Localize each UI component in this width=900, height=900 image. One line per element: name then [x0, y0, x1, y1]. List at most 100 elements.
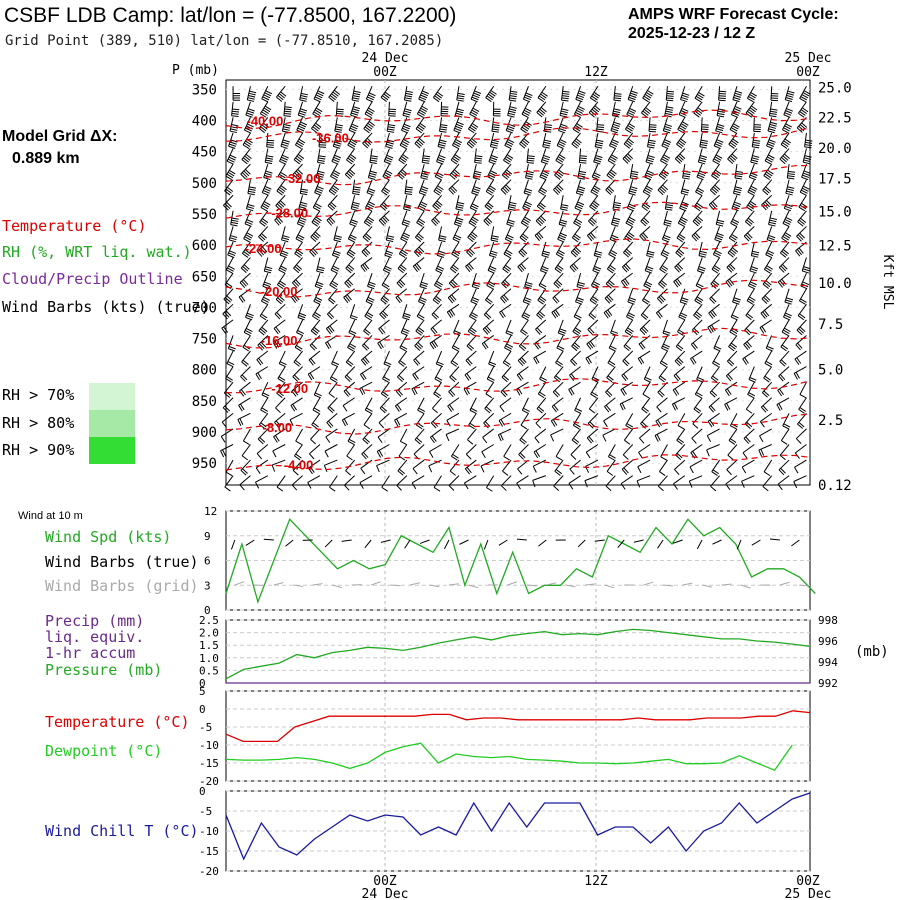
- wind-barb: [751, 132, 761, 149]
- barb-staff: [707, 319, 720, 328]
- wind-barb: [747, 381, 756, 399]
- barb-flag: [760, 312, 766, 319]
- barb-staff: [324, 444, 338, 452]
- barb-flag: [263, 94, 271, 99]
- barb-flag: [400, 345, 408, 350]
- barb-flag: [799, 232, 805, 239]
- barb-flag: [748, 285, 755, 290]
- barb-flag: [334, 130, 342, 133]
- wind-barb: [518, 335, 529, 351]
- wind-barb: [433, 381, 442, 399]
- wind-barb: [464, 366, 477, 381]
- barb-flag: [579, 170, 587, 174]
- barb-flag: [362, 264, 368, 271]
- barb-flag: [716, 232, 724, 237]
- barb-flag: [535, 328, 541, 335]
- wind-barb: [551, 303, 564, 319]
- barb-flag: [798, 408, 805, 414]
- wind-barb: [707, 412, 720, 428]
- barb-staff: [695, 179, 703, 193]
- barb-staff: [261, 381, 269, 396]
- barb-flag: [500, 310, 506, 318]
- barb-flag: [752, 144, 760, 147]
- wind-barb: [726, 257, 738, 273]
- wind-barb: [474, 148, 483, 164]
- wind-barb-true: [443, 539, 450, 550]
- barb-flag: [384, 161, 391, 165]
- barb-flag: [585, 451, 591, 459]
- barb-flag: [294, 266, 301, 272]
- bottom-tick-12z: 12Z: [584, 874, 608, 889]
- barb-flag: [362, 345, 368, 351]
- wind-barb: [552, 288, 564, 304]
- barb-flag: [673, 402, 678, 410]
- wind-barb: [586, 335, 599, 350]
- wind-barb: [220, 428, 234, 443]
- barb-flag: [794, 358, 800, 366]
- pressure-axis-label: P (mb): [172, 63, 219, 78]
- barb-staff: [484, 397, 495, 409]
- wind-barb: [611, 101, 621, 118]
- wind-barb: [446, 412, 460, 427]
- barb-flag: [763, 377, 770, 383]
- wind-barb: [620, 381, 633, 396]
- barb-flag: [417, 126, 424, 132]
- barb-flag: [733, 108, 741, 112]
- barb-staff: [402, 101, 408, 116]
- barb-staff: [593, 241, 599, 256]
- wind-barb: [386, 117, 396, 133]
- barb-flag: [451, 294, 457, 301]
- barb-flag: [715, 169, 722, 175]
- height-tick-label: 15.0: [818, 204, 852, 220]
- wind-barb: [749, 257, 759, 274]
- wind-barb: [763, 366, 773, 383]
- barb-flag: [747, 298, 755, 303]
- barb-flag: [231, 110, 240, 113]
- isotherm-line: [226, 377, 811, 394]
- barb-staff: [432, 397, 442, 409]
- wind-barb-true: [516, 538, 527, 541]
- barb-flag: [576, 192, 584, 196]
- barb-flag: [491, 139, 499, 143]
- barb-flag: [240, 403, 245, 411]
- barb-staff: [783, 195, 790, 209]
- barb-flag: [437, 185, 444, 191]
- barb-flag: [695, 393, 702, 399]
- barb-flag: [649, 128, 657, 131]
- wind-barb: [347, 335, 357, 352]
- wind-barb: [298, 195, 308, 212]
- bottom-date-right: 25 Dec: [785, 887, 832, 900]
- barb-flag: [750, 185, 758, 190]
- wind-barb: [258, 226, 269, 242]
- barb-flag: [347, 251, 355, 257]
- wind-barb: [730, 101, 742, 118]
- wind-barb: [435, 257, 445, 274]
- barb-flag: [263, 177, 271, 181]
- barb-flag: [710, 202, 716, 209]
- barb-flag: [783, 423, 791, 428]
- barb-flag: [623, 345, 630, 352]
- wind-barb: [658, 272, 668, 289]
- barb-flag: [691, 357, 697, 364]
- barb-flag: [480, 465, 485, 473]
- wind-barb: [728, 335, 738, 352]
- barb-staff: [482, 319, 495, 330]
- wind-barb: [361, 444, 373, 460]
- wind-barb: [743, 226, 755, 242]
- wind-barb: [798, 397, 807, 414]
- barb-staff: [749, 257, 755, 271]
- barb-flag: [711, 188, 718, 194]
- barb-flag: [695, 217, 702, 224]
- barb-flag: [712, 173, 719, 179]
- barb-flag: [524, 203, 532, 208]
- barb-flag: [432, 327, 438, 334]
- barb-flag: [470, 407, 478, 412]
- barb-flag: [333, 145, 341, 149]
- barb-flag: [487, 93, 495, 99]
- wind-barb: [691, 226, 703, 242]
- barb-flag: [381, 203, 388, 210]
- barb-flag: [330, 282, 338, 288]
- barb-flag: [311, 128, 318, 134]
- barb-flag: [555, 159, 562, 165]
- barb-flag: [542, 157, 550, 161]
